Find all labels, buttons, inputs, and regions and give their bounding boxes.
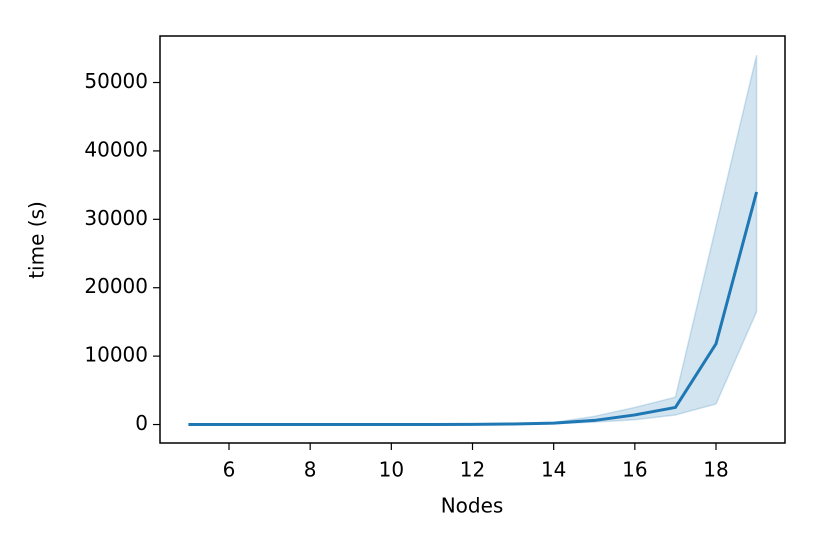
x-tick-label: 16 — [622, 458, 647, 482]
x-tick-label: 14 — [541, 458, 566, 482]
plot-frame — [159, 35, 786, 444]
y-tick-label: 0 — [135, 411, 148, 435]
x-tick-label: 12 — [460, 458, 485, 482]
y-tick-label: 30000 — [84, 206, 148, 230]
y-tick-label: 50000 — [84, 69, 148, 93]
x-tick-label: 8 — [304, 458, 317, 482]
x-tick-label: 18 — [703, 458, 728, 482]
x-axis-label: Nodes — [441, 494, 504, 518]
y-axis-label: time (s) — [25, 201, 49, 279]
line — [188, 191, 759, 427]
y-tick-label: 10000 — [84, 343, 148, 367]
y-tick-label: 20000 — [84, 274, 148, 298]
y-tick-label: 40000 — [84, 137, 148, 161]
x-tick-label: 6 — [223, 458, 236, 482]
confidence-band — [188, 54, 758, 426]
x-tick-label: 10 — [379, 458, 404, 482]
